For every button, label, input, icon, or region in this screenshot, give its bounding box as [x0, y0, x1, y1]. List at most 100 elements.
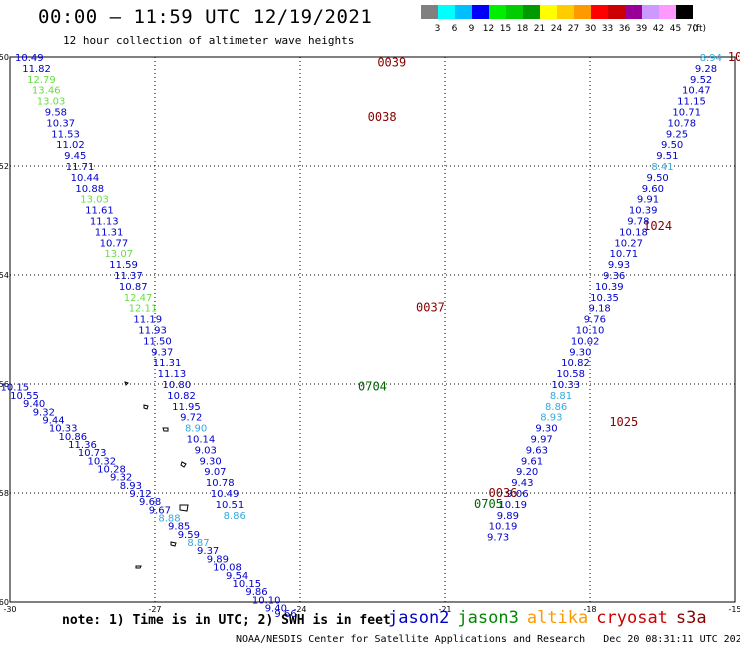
swh-point: 10.78 [206, 478, 235, 489]
swh-point: 10.87 [119, 282, 148, 293]
pass-label: 0036 [489, 486, 518, 500]
swh-point: 12.11 [129, 304, 158, 315]
pass-label: 0038 [368, 110, 397, 124]
swh-point: 10.88 [75, 184, 104, 195]
swh-point: 10.15 [233, 579, 262, 590]
swh-point: 10.71 [672, 108, 701, 119]
colorbar-swatch [455, 5, 472, 19]
swh-point: 8.88 [158, 514, 180, 525]
swh-point: 10.14 [187, 435, 216, 446]
swh-point: 13.03 [37, 97, 66, 108]
swh-point: 10.33 [552, 380, 581, 391]
legend-jason3: jason3 [457, 608, 519, 628]
swh-point: 11.31 [95, 227, 124, 238]
swh-point: 11.13 [90, 217, 119, 228]
colorbar-swatch [438, 5, 455, 19]
swh-point: 11.02 [56, 140, 85, 151]
swh-point: 9.73 [487, 533, 509, 544]
swh-point: 11.13 [158, 369, 187, 380]
satellite-legend: jason2 jason3 altika cryosat s3a [388, 608, 715, 628]
swh-point: 10.10 [576, 326, 605, 337]
swh-point: 10.82 [167, 391, 196, 402]
swh-points: 10.4911.8212.7913.4613.039.5810.3711.531… [1, 53, 722, 620]
pass-label: 1025 [609, 415, 638, 429]
x-tick-label: -24 [293, 605, 306, 614]
swh-point: 9.06 [506, 489, 528, 500]
swh-point: 10.78 [668, 118, 697, 129]
swh-point: 9.36 [603, 271, 625, 282]
pass-label: 0704 [358, 380, 387, 394]
swh-point: 10.55 [10, 391, 39, 402]
swh-point: 9.18 [589, 304, 611, 315]
pass-label: 102 [728, 50, 740, 64]
swh-point: 10.18 [619, 227, 648, 238]
colorbar-swatch [591, 5, 608, 19]
swh-point: 8.81 [550, 391, 572, 402]
swh-point: 9.58 [45, 108, 67, 119]
legend-altika: altika [526, 608, 589, 628]
x-tick-label: -27 [148, 605, 161, 614]
colorbar-tick: 27 [568, 24, 579, 34]
grid-lines [10, 57, 735, 602]
swh-point: 10.58 [556, 369, 585, 380]
y-tick-label: -56 [0, 380, 9, 389]
colorbar-tick: 12 [483, 24, 494, 34]
swh-point: 8.93 [540, 413, 562, 424]
swh-point: 10.77 [100, 238, 129, 249]
swh-point: 9.50 [661, 140, 683, 151]
colorbar-tick: 36 [619, 24, 631, 34]
pass-label: 1024 [643, 219, 672, 233]
colorbar-tick: 70 [687, 24, 699, 34]
swh-point: 8.93 [120, 481, 142, 492]
swh-point: 9.30 [535, 424, 557, 435]
swh-point: 11.61 [85, 206, 114, 217]
swh-point: 9.67 [149, 505, 171, 516]
colorbar-swatch [523, 5, 540, 19]
colorbar-tick: 39 [636, 24, 648, 34]
swh-point: 9.89 [497, 511, 519, 522]
swh-point: 13.07 [104, 249, 133, 260]
swh-point: 8.86 [545, 402, 567, 413]
swh-point: 9.44 [42, 415, 64, 426]
swh-point: 9.03 [195, 445, 217, 456]
swh-point: 10.51 [216, 500, 245, 511]
colorbar-swatch [506, 5, 523, 19]
swh-point: 8.90 [185, 424, 207, 435]
y-tick-label: -54 [0, 271, 9, 280]
y-tick-label: -50 [0, 53, 9, 62]
y-tick-label: -58 [0, 489, 9, 498]
x-tick-label: -18 [583, 605, 596, 614]
swh-point: 9.20 [516, 467, 538, 478]
swh-point: 11.59 [109, 260, 138, 271]
pass-label: 0039 [377, 55, 406, 69]
swh-point: 11.53 [51, 129, 80, 140]
note-text: note: 1) Time is in UTC; 2) SWH is in fe… [62, 613, 391, 628]
swh-point: 9.51 [656, 151, 678, 162]
swh-point: 9.68 [139, 497, 161, 508]
swh-point: 10.39 [629, 206, 658, 217]
colorbar-swatch [489, 5, 506, 19]
swh-point: 9.37 [197, 546, 219, 557]
credit-line: NOAA/NESDIS Center for Satellite Applica… [236, 634, 740, 645]
swh-point: 11.50 [143, 336, 172, 347]
swh-point: 11.82 [22, 64, 51, 75]
swh-point: 9.97 [531, 435, 553, 446]
swh-point: 13.03 [80, 195, 109, 206]
swh-point: 9.78 [627, 217, 649, 228]
swh-point: 9.61 [521, 456, 543, 467]
swh-point: 9.28 [695, 64, 717, 75]
colorbar-tick: 3 [435, 24, 441, 34]
swh-point: 9.54 [226, 571, 248, 582]
colorbar-tick: 6 [452, 24, 458, 34]
swh-point: 9.07 [204, 467, 226, 478]
plot-frame [9, 56, 736, 603]
swh-point: 8.94 [700, 53, 722, 64]
colorbar-tick: 45 [670, 24, 681, 34]
swh-point: 12.47 [124, 293, 153, 304]
colorbar-tick: 15 [500, 24, 511, 34]
swh-point: 9.30 [569, 347, 591, 358]
chart-title: 00:00 — 11:59 UTC 12/19/2021 [38, 6, 373, 28]
swh-point: 9.72 [180, 413, 202, 424]
swh-point: 10.10 [252, 595, 281, 606]
